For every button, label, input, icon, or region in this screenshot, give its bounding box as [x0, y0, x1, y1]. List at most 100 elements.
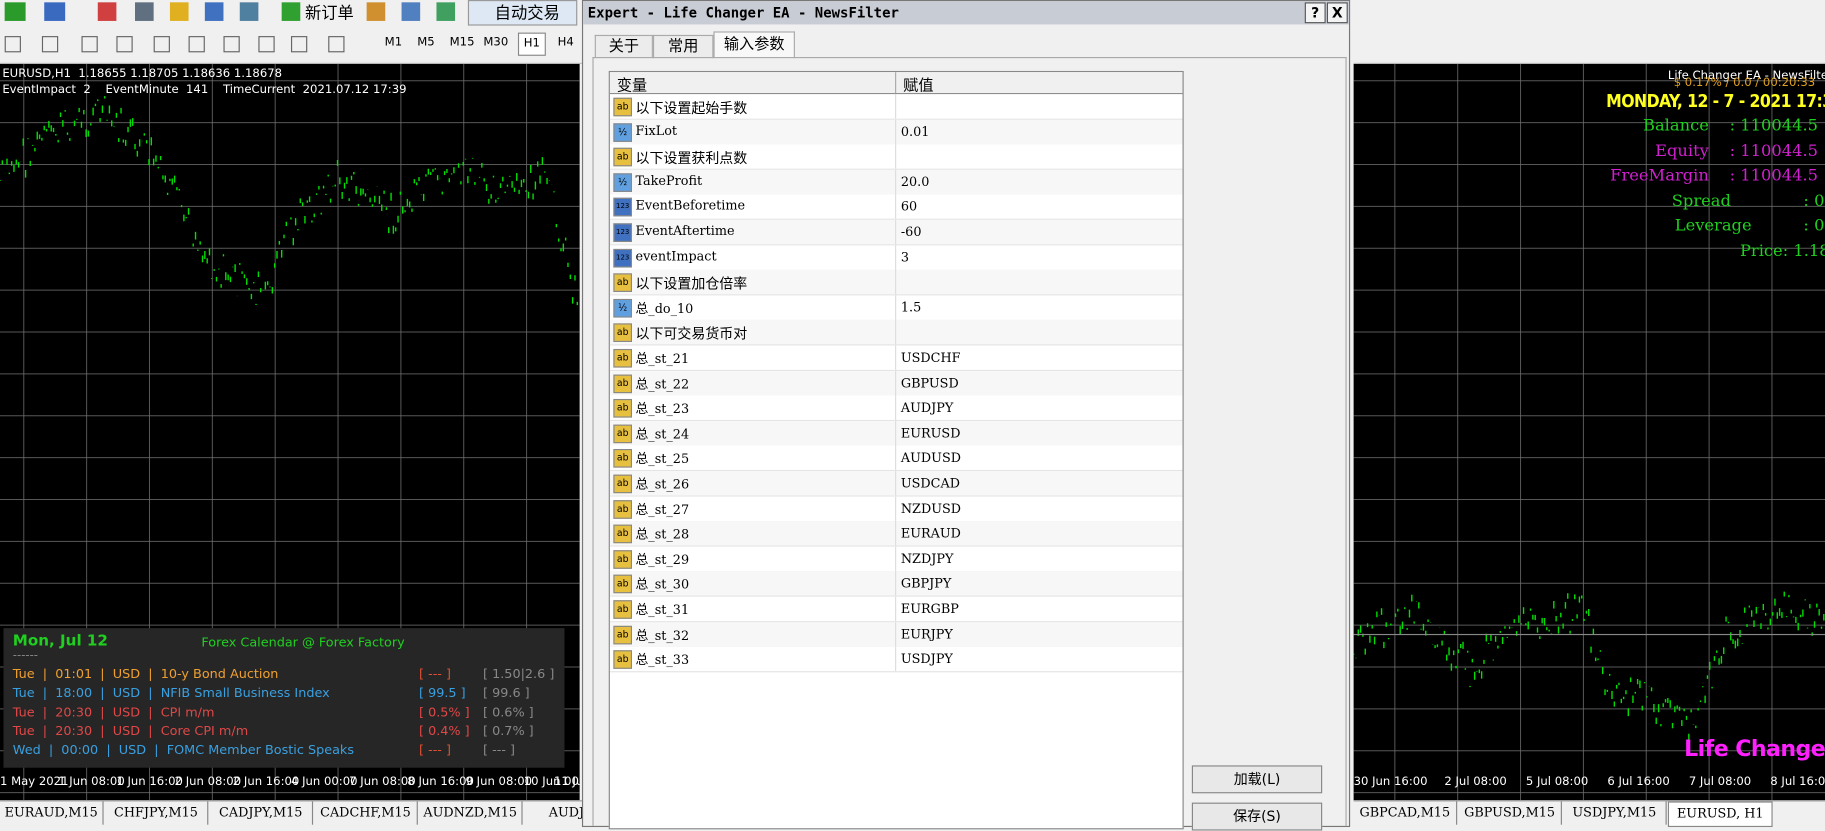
- price-level-line: [1353, 633, 1825, 636]
- tool-icon[interactable]: [188, 36, 205, 53]
- param-value: 0.01: [900, 123, 930, 140]
- icon[interactable]: [239, 2, 259, 21]
- x-tick-label: 2 Jul 08:00: [1444, 775, 1507, 789]
- symbol-tab[interactable]: GBPCAD,M15: [1354, 801, 1458, 825]
- x-tick-label: 4 Jun 00:00: [290, 775, 358, 789]
- param-row[interactable]: 123 EventBeforetime 60: [609, 194, 1183, 221]
- symbol-tab[interactable]: USDJPY,M15: [1563, 801, 1667, 825]
- cell-divider: [895, 119, 897, 144]
- icon[interactable]: [44, 2, 66, 21]
- icon[interactable]: [169, 2, 189, 21]
- param-row[interactable]: 123 EventAftertime -60: [609, 219, 1183, 246]
- timeframe-button[interactable]: M30: [483, 36, 509, 49]
- close-button[interactable]: X: [1326, 2, 1348, 24]
- symbol-tab[interactable]: AUDNZD,M15: [419, 801, 523, 825]
- param-row[interactable]: ab 总_st_21 USDCHF: [609, 345, 1183, 372]
- param-row[interactable]: 123 eventImpact 3: [609, 244, 1183, 271]
- symbol-tab[interactable]: GBPUSD,M15: [1458, 801, 1562, 825]
- param-row[interactable]: ab 总_st_22 GBPUSD: [609, 370, 1183, 397]
- tool-icon[interactable]: [4, 36, 21, 53]
- symbol-tab[interactable]: CADCHF,M15: [314, 801, 418, 825]
- help-button[interactable]: ?: [1304, 2, 1326, 24]
- actual: [ --- ]: [419, 666, 451, 682]
- cell-divider: [895, 420, 897, 446]
- param-icon: ab: [613, 600, 632, 619]
- param-row[interactable]: ab 总_st_31 EURGBP: [609, 596, 1183, 623]
- calendar-date: Mon, Jul 12: [12, 632, 108, 651]
- cell-divider: [895, 596, 897, 622]
- timeframe-button[interactable]: M1: [384, 36, 403, 49]
- timeframe-button[interactable]: H4: [557, 36, 574, 49]
- icon[interactable]: [135, 2, 154, 21]
- forecast: [ 0.6% ]: [483, 704, 534, 720]
- icon[interactable]: [204, 2, 224, 21]
- param-value: EURUSD: [900, 425, 961, 441]
- param-row[interactable]: ab 以下设置获利点数: [609, 144, 1183, 171]
- tool-icon[interactable]: [258, 36, 275, 53]
- dialog-tab[interactable]: 常用: [652, 34, 714, 59]
- watermark: Life Changer E: [1684, 736, 1825, 762]
- tool-icon[interactable]: [41, 36, 59, 53]
- param-row[interactable]: ab 总_st_32 EURJPY: [609, 621, 1183, 648]
- param-value: USDCHF: [900, 350, 961, 366]
- forecast: [ 1.50|2.6 ]: [483, 666, 555, 682]
- tool-icon[interactable]: [153, 36, 170, 53]
- param-row[interactable]: ab 以下设置加仓倍率: [609, 270, 1183, 296]
- tool-icon[interactable]: [81, 36, 98, 53]
- param-row[interactable]: ab 总_st_33 USDJPY: [609, 646, 1183, 673]
- param-value: EURGBP: [900, 601, 959, 617]
- symbol-tab[interactable]: CHFJPY,M15: [105, 801, 209, 825]
- new-order-button[interactable]: 新订单: [304, 4, 354, 24]
- param-row[interactable]: ab 总_st_28 EURAUD: [609, 521, 1183, 547]
- param-row[interactable]: ab 总_st_27 NZDUSD: [609, 496, 1183, 522]
- tool-icon[interactable]: [223, 36, 240, 53]
- params-table: 变量 赋值 ab 以下设置起始手数 ½ FixLot 0.01 ab 以下设置获利点数 ½ Ta…: [608, 70, 1184, 830]
- param-icon: ab: [613, 474, 632, 494]
- param-row[interactable]: ab 总_st_25 AUDUSD: [609, 445, 1183, 472]
- symbol-tab[interactable]: CADJPY,M15: [210, 801, 314, 825]
- account-stat: Spread : 0.: [1671, 191, 1825, 210]
- param-icon: ½: [613, 173, 632, 192]
- param-row[interactable]: ab 总_st_24 EURUSD: [609, 420, 1183, 447]
- icon[interactable]: [281, 2, 301, 21]
- param-row[interactable]: ab 总_st_26 USDCAD: [609, 471, 1183, 497]
- auto-trading-button[interactable]: [467, 0, 578, 26]
- icon[interactable]: [366, 2, 386, 21]
- param-row[interactable]: ab 总_st_30 GBPJPY: [609, 571, 1183, 598]
- param-row[interactable]: ½ TakeProfit 20.0: [609, 169, 1183, 196]
- icon[interactable]: [4, 2, 26, 21]
- dialog-tab[interactable]: 关于: [594, 34, 653, 59]
- icon[interactable]: [401, 2, 421, 21]
- param-name: 总_st_25: [635, 451, 690, 467]
- x-tick-label: 2 Jun 16:00: [232, 775, 300, 789]
- param-row[interactable]: ab 以下可交易货币对: [609, 320, 1183, 346]
- cell-divider: [895, 320, 897, 345]
- x-tick-label: 8 Jun 16:00: [407, 775, 474, 789]
- date-display: MONDAY, 12 - 7 - 2021 17:39: [1606, 90, 1825, 112]
- icon[interactable]: [97, 2, 117, 21]
- chart-left: EURUSD,H1 1.18655 1.18705 1.18636 1.1867…: [0, 63, 580, 801]
- param-icon: ab: [613, 499, 632, 519]
- cell-divider: [895, 169, 897, 195]
- param-row[interactable]: ab 总_st_29 NZDJPY: [609, 546, 1183, 573]
- symbol-tab[interactable]: EURAUD,M15: [0, 801, 104, 825]
- param-row[interactable]: ½ 总_do_10 1.5: [609, 295, 1183, 321]
- symbol-tab[interactable]: EURUSD, H1: [1667, 801, 1773, 828]
- icon[interactable]: [436, 2, 456, 21]
- timeframe-button[interactable]: M5: [417, 36, 435, 49]
- param-row[interactable]: ab 以下设置起始手数: [609, 94, 1183, 120]
- tool-icon[interactable]: [116, 36, 133, 53]
- dialog-tab[interactable]: 输入参数: [713, 31, 795, 59]
- timeframe-button[interactable]: H1: [517, 32, 546, 56]
- param-value: AUDJPY: [900, 400, 954, 416]
- tool-icon[interactable]: [328, 36, 345, 53]
- tool-icon[interactable]: [290, 36, 308, 53]
- dialog-button[interactable]: 保存(S): [1191, 802, 1323, 831]
- cell-divider: [895, 345, 897, 370]
- timeframe-button[interactable]: M15: [449, 36, 475, 49]
- param-name: 总_st_24: [635, 426, 690, 442]
- dialog-button[interactable]: 加载(L): [1191, 765, 1323, 794]
- param-row[interactable]: ½ FixLot 0.01: [609, 119, 1183, 145]
- param-row[interactable]: ab 总_st_23 AUDJPY: [609, 395, 1183, 422]
- param-name: EventBeforetime: [635, 198, 746, 214]
